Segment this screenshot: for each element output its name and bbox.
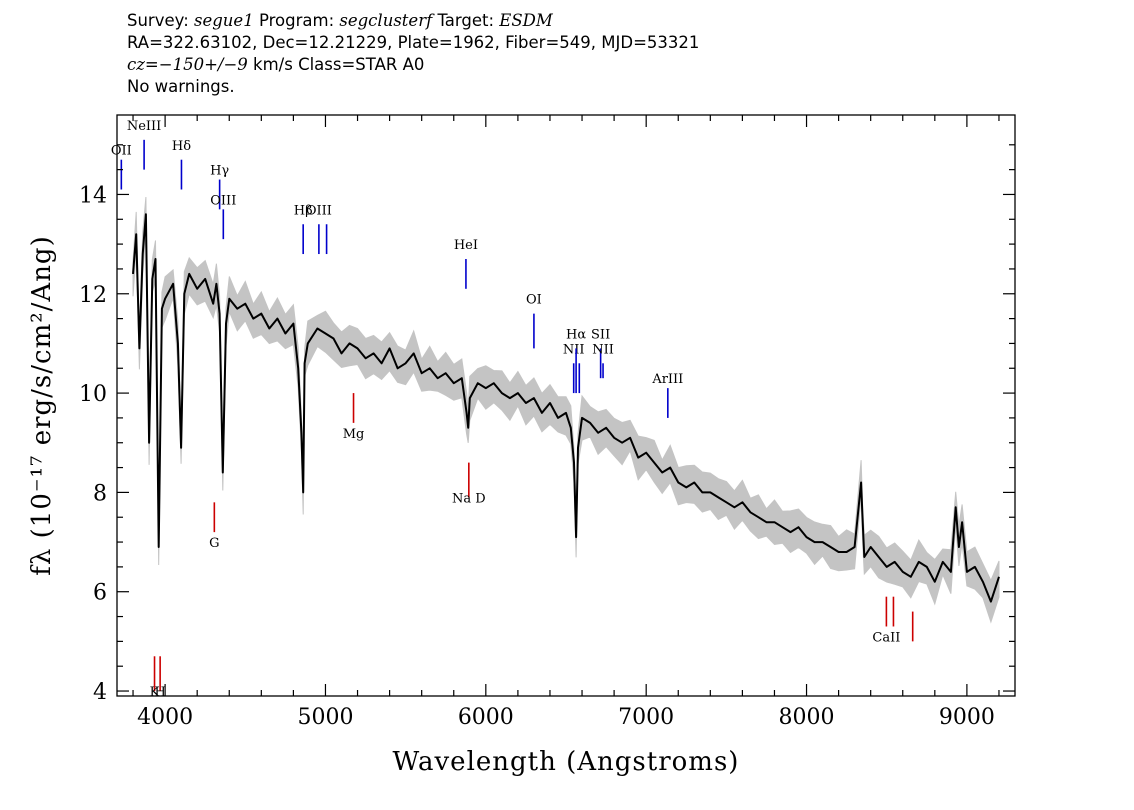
header-line-warnings: No warnings.	[127, 77, 235, 96]
line-label-13: SII	[591, 327, 610, 342]
flux-error-band	[132, 196, 1000, 624]
line-label-10: NII	[563, 342, 585, 357]
spectrum-header: Survey: segue1 Program: segclusterf Targ…	[127, 10, 699, 98]
line-label-20: Na D	[452, 491, 486, 506]
x-tick-label-4: 8000	[779, 705, 835, 730]
flux-series-line	[132, 213, 1000, 603]
y-tick-label-5: 14	[79, 183, 107, 208]
line-label-5: Hβ	[294, 203, 313, 218]
program-value: segclusterf	[339, 11, 433, 30]
survey-value: segue1	[194, 11, 254, 30]
spectrum-layer	[132, 196, 1000, 624]
y-tick-label-2: 8	[93, 481, 107, 506]
line-label-3: Hγ	[210, 164, 229, 179]
y-tick-label-3: 10	[79, 382, 107, 407]
line-label-1: NeIII	[127, 119, 161, 134]
line-label-21: CaII	[872, 630, 900, 645]
line-label-0: OII	[111, 144, 132, 159]
target-value: ESDM	[499, 11, 553, 30]
x-tick-label-3: 7000	[618, 705, 674, 730]
line-label-15: ArIII	[651, 372, 683, 387]
x-axis-label: Wavelength (Angstroms)	[393, 747, 740, 777]
line-label-4: OIII	[210, 193, 236, 208]
line-label-6: OIII	[306, 203, 332, 218]
line-label-9: OI	[526, 293, 542, 308]
x-tick-label-5: 9000	[939, 705, 995, 730]
line-label-2: Hδ	[172, 139, 191, 154]
cz-value: cz=−150+/−9	[127, 55, 248, 74]
y-tick-label-4: 12	[79, 283, 107, 308]
line-label-16: K	[150, 685, 160, 700]
header-line-survey: Survey: segue1 Program: segclusterf Targ…	[127, 10, 699, 32]
line-label-18: G	[209, 536, 219, 551]
survey-label: Survey:	[127, 11, 189, 30]
program-label: Program:	[258, 11, 335, 30]
line-label-11: Hα	[566, 327, 586, 342]
line-label-14: NII	[592, 342, 614, 357]
line-label-8: HeI	[454, 238, 478, 253]
y-axis-label: fλ (10⁻¹⁷ erg/s/cm²/Ang)	[27, 235, 57, 575]
y-tick-label-0: 4	[93, 680, 107, 705]
x-tick-label-1: 5000	[297, 705, 353, 730]
target-label: Target:	[437, 11, 495, 30]
x-tick-label-0: 4000	[137, 705, 193, 730]
plot-frame	[116, 114, 1016, 697]
line-label-17: H	[154, 685, 165, 700]
y-tick-label-1: 6	[93, 581, 107, 606]
line-label-19: Mg	[343, 427, 365, 442]
header-line-redshift: cz=−150+/−9 km/s Class=STAR A0	[127, 54, 699, 76]
header-line-coordinates: RA=322.63102, Dec=12.21229, Plate=1962, …	[127, 33, 700, 52]
x-tick-label-2: 6000	[458, 705, 514, 730]
axes-layer: 4000 5000 6000 7000 8000 9000 4 6 8 10 12 14	[79, 115, 1015, 730]
class-value: km/s Class=STAR A0	[247, 55, 425, 74]
